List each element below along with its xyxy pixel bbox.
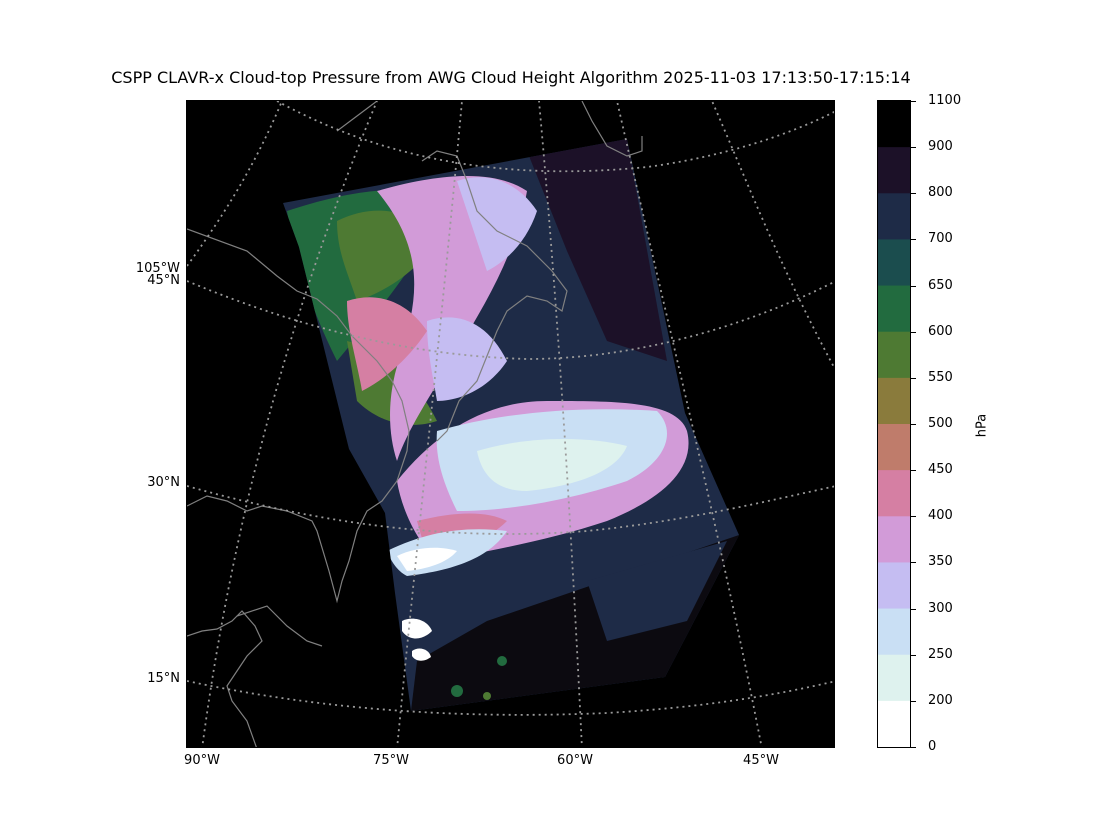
lat-label-105w: 105°W	[135, 261, 180, 276]
colorbar-tick-label: 800	[928, 185, 953, 201]
colorbar-tick-label: 400	[928, 508, 953, 524]
colorbar-tick-label: 200	[928, 692, 953, 708]
colorbar-bin-0-200	[878, 700, 910, 747]
colorbar-tick-label: 900	[928, 139, 953, 155]
colorbar-bin-550-600	[878, 331, 910, 379]
coastline-canada	[336, 101, 568, 442]
lon-label-75w: 75°W	[373, 753, 409, 768]
colorbar-bin-700-800	[878, 193, 910, 240]
satellite-swath-image	[187, 101, 834, 747]
colorbar-tick	[911, 424, 916, 425]
coastline-central-america	[187, 610, 263, 747]
colorbar-tick-label: 650	[928, 277, 953, 293]
colorbar-tick-label: 500	[928, 416, 953, 431]
colorbar-tick-label: 600	[928, 323, 953, 339]
colorbar-tick	[911, 101, 916, 102]
colorbar-bin-800-900	[878, 147, 910, 194]
map-title: CSPP CLAVR-x Cloud-top Pressure from AWG…	[111, 68, 911, 87]
colorbar-tick-label: 300	[928, 600, 953, 616]
lat-label-45n: 45°N	[147, 273, 180, 288]
colorbar-tick	[911, 516, 916, 518]
colorbar-bin-450-500	[878, 424, 910, 471]
colorbar-bin-400-450	[878, 470, 910, 517]
colorbar-tick-label: 350	[928, 554, 953, 570]
colorbar-tick	[911, 747, 916, 748]
colorbar-tick-label: 700	[928, 231, 953, 247]
colorbar-tick	[911, 562, 916, 564]
colorbar-tick	[911, 331, 916, 333]
colorbar-tick	[911, 147, 916, 149]
coastline-greenland	[581, 101, 643, 157]
colorbar-unit-label: hPa	[974, 413, 990, 438]
colorbar-tick	[911, 700, 916, 702]
colorbar-bin-350-400	[878, 516, 910, 563]
colorbar-tick-label: 550	[928, 369, 953, 385]
coastline-cuba	[236, 605, 323, 647]
colorbar-bin-200-250	[878, 654, 910, 702]
colorbar-bin-300-350	[878, 562, 910, 610]
colorbar	[877, 100, 911, 748]
lat-label-30n: 30°N	[147, 475, 180, 490]
colorbar-tick	[911, 608, 916, 610]
colorbar-bin-900-1100	[878, 101, 910, 148]
lon-label-45w: 45°W	[743, 753, 779, 768]
colorbar-tick	[911, 470, 916, 472]
map-panel	[186, 100, 835, 748]
colorbar-tick-label: 450	[928, 462, 953, 478]
colorbar-tick-label: 0	[928, 739, 937, 754]
colorbar-bin-500-550	[878, 377, 910, 425]
lon-label-90w: 90°W	[184, 753, 220, 768]
lat-label-15n: 15°N	[147, 671, 180, 686]
colorbar-bins	[878, 101, 910, 747]
colorbar-tick	[911, 193, 916, 195]
graticule	[187, 101, 834, 747]
colorbar-bin-600-650	[878, 285, 910, 333]
colorbar-tick	[911, 654, 916, 656]
colorbar-tick	[911, 285, 916, 287]
colorbar-tick	[911, 239, 916, 241]
colorbar-bin-250-300	[878, 608, 910, 656]
colorbar-tick-label: 250	[928, 646, 953, 662]
lon-label-60w: 60°W	[557, 753, 593, 768]
colorbar-tick	[911, 377, 916, 379]
colorbar-tick-label: 1100	[928, 93, 962, 108]
colorbar-bin-650-700	[878, 239, 910, 287]
